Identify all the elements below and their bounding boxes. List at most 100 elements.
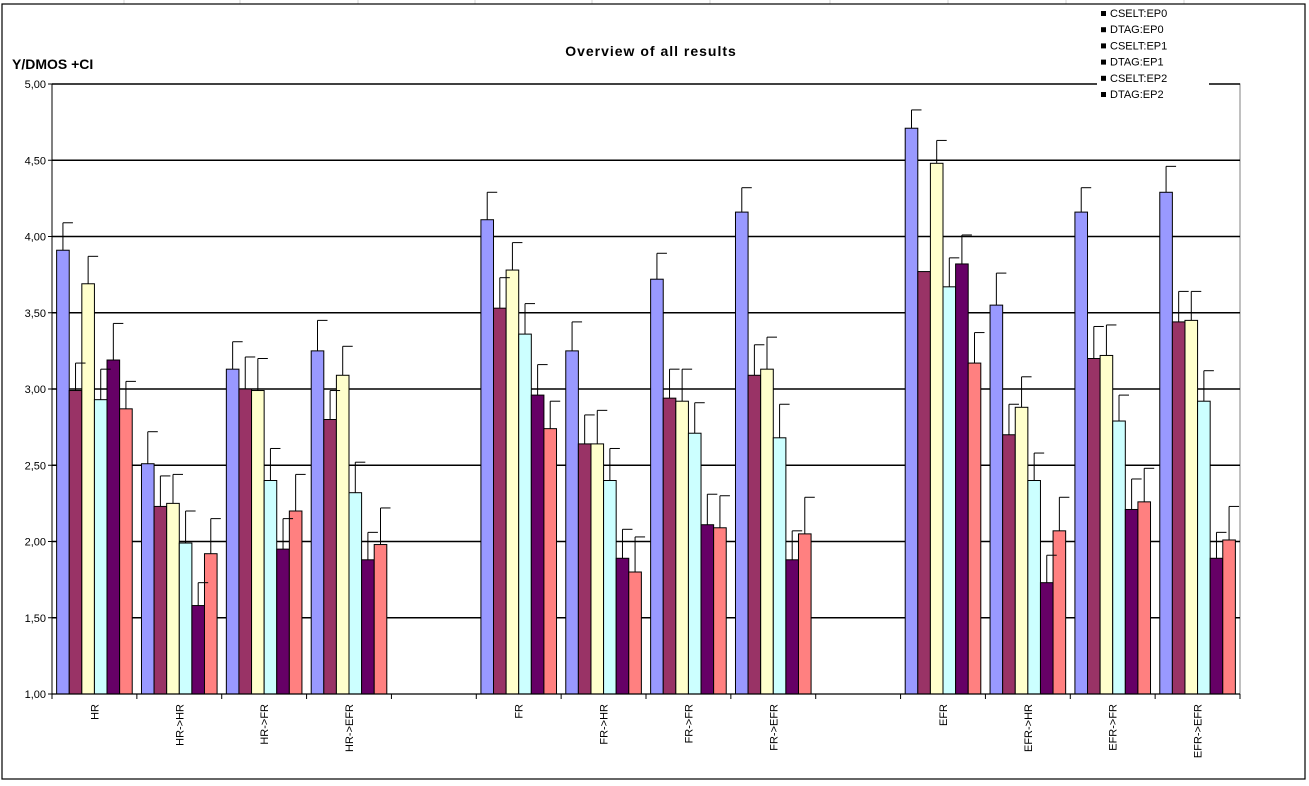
error-bars <box>62 109 1240 606</box>
bar <box>772 437 787 695</box>
bar <box>603 480 617 695</box>
legend-entry-label: DTAG:EP2 <box>1110 89 1164 101</box>
x-tick-label: EFR->FR <box>1108 704 1120 751</box>
bar <box>335 374 350 695</box>
bar <box>1002 434 1016 695</box>
spreadsheet-cell-grid <box>123 0 1185 4</box>
bar <box>505 269 520 695</box>
bar <box>1027 480 1041 695</box>
bar <box>178 542 193 695</box>
bar <box>1112 420 1126 695</box>
bar <box>929 162 944 695</box>
bar <box>93 399 108 695</box>
x-tick-label: FR->FR <box>683 704 695 743</box>
bar <box>1159 191 1173 695</box>
x-tick-label: FR <box>514 704 526 719</box>
bar <box>1124 508 1139 695</box>
y-tick-label: 2,00 <box>25 537 46 549</box>
bar <box>81 283 95 695</box>
legend-swatch <box>1101 59 1106 65</box>
y-tick-label: 4,50 <box>25 155 46 167</box>
bar <box>917 271 931 695</box>
y-axis-label: Y/DMOS +CI <box>12 56 93 72</box>
bar <box>56 249 70 695</box>
bar <box>493 307 507 695</box>
bar <box>1099 354 1114 695</box>
bar <box>348 492 363 695</box>
y-tick-label: 1,00 <box>25 689 46 701</box>
bar <box>225 368 240 695</box>
y-tick-label: 5,00 <box>25 79 46 91</box>
bar <box>662 397 677 695</box>
bar <box>203 553 218 695</box>
chart-title: Overview of all results <box>565 43 737 59</box>
bar <box>106 359 121 695</box>
y-tick-labels: 1,00 1,50 2,00 2,50 3,00 3,50 4,00 4,50 5,00 <box>25 79 46 701</box>
bar <box>1087 358 1101 695</box>
bar <box>543 428 558 695</box>
legend-entry-label: DTAG:EP1 <box>1110 57 1164 69</box>
x-tick-label: EFR <box>938 704 950 726</box>
bar <box>989 304 1004 695</box>
x-tick-labels: HR HR->HR HR->FR HR->EFR FR FR->HR FR->FR FR->E… <box>89 704 1204 758</box>
bar <box>530 394 545 695</box>
bar <box>687 432 702 695</box>
legend-entry-label: DTAG:EP0 <box>1110 24 1164 36</box>
bar <box>361 559 375 695</box>
legend-swatch <box>1101 43 1106 49</box>
bar <box>153 505 168 695</box>
bar <box>373 544 388 695</box>
bar <box>140 463 155 695</box>
legend-swatch <box>1101 75 1106 81</box>
bar <box>68 390 83 695</box>
x-tick-label: HR <box>89 704 101 720</box>
legend-entry-label: CSELT:EP2 <box>1110 73 1167 85</box>
legend-swatch <box>1101 92 1106 97</box>
bar <box>1137 501 1152 695</box>
legend: CSELT:EP0 DTAG:EP0 CSELT:EP1 DTAG:EP1 CSELT:… <box>1097 6 1209 110</box>
bar <box>904 127 919 695</box>
bar <box>238 388 253 695</box>
bar <box>713 527 727 695</box>
bar <box>577 443 592 695</box>
bar <box>797 533 812 695</box>
bar <box>760 368 774 695</box>
bar <box>955 263 969 695</box>
bar <box>1074 211 1089 695</box>
bar <box>251 390 265 695</box>
x-tick-label: HR->EFR <box>344 704 356 752</box>
bar <box>1184 319 1199 695</box>
bar <box>967 362 982 695</box>
y-tick-label: 4,00 <box>25 232 46 244</box>
x-tick-label: FR->HR <box>599 704 611 745</box>
bar <box>675 400 689 695</box>
bar <box>1222 539 1236 695</box>
y-tick-label: 1,50 <box>25 613 46 625</box>
bar <box>1171 321 1186 695</box>
y-tick-label: 3,00 <box>25 384 46 396</box>
legend-entry-label: CSELT:EP1 <box>1110 40 1167 52</box>
bar <box>480 219 495 695</box>
bar-series-group <box>56 127 1236 695</box>
bar <box>310 350 325 695</box>
bar <box>785 559 799 695</box>
bar <box>565 350 579 695</box>
bar <box>650 278 664 695</box>
x-tick-label: HR->HR <box>174 704 186 746</box>
legend-entry-label: CSELT:EP0 <box>1110 8 1167 20</box>
bar <box>1039 582 1054 695</box>
bar <box>166 502 180 695</box>
bar <box>590 443 605 695</box>
x-tick-label: HR->FR <box>259 704 271 745</box>
bar <box>276 548 290 695</box>
bar <box>1209 557 1224 695</box>
legend-box <box>1097 6 1209 110</box>
bar <box>518 333 532 695</box>
x-tick-label: EFR->HR <box>1023 704 1035 752</box>
x-tick-label: EFR->EFR <box>1193 704 1205 758</box>
legend-swatch <box>1101 11 1106 16</box>
bar <box>1197 400 1211 695</box>
bar <box>747 374 762 695</box>
bar <box>191 605 205 695</box>
